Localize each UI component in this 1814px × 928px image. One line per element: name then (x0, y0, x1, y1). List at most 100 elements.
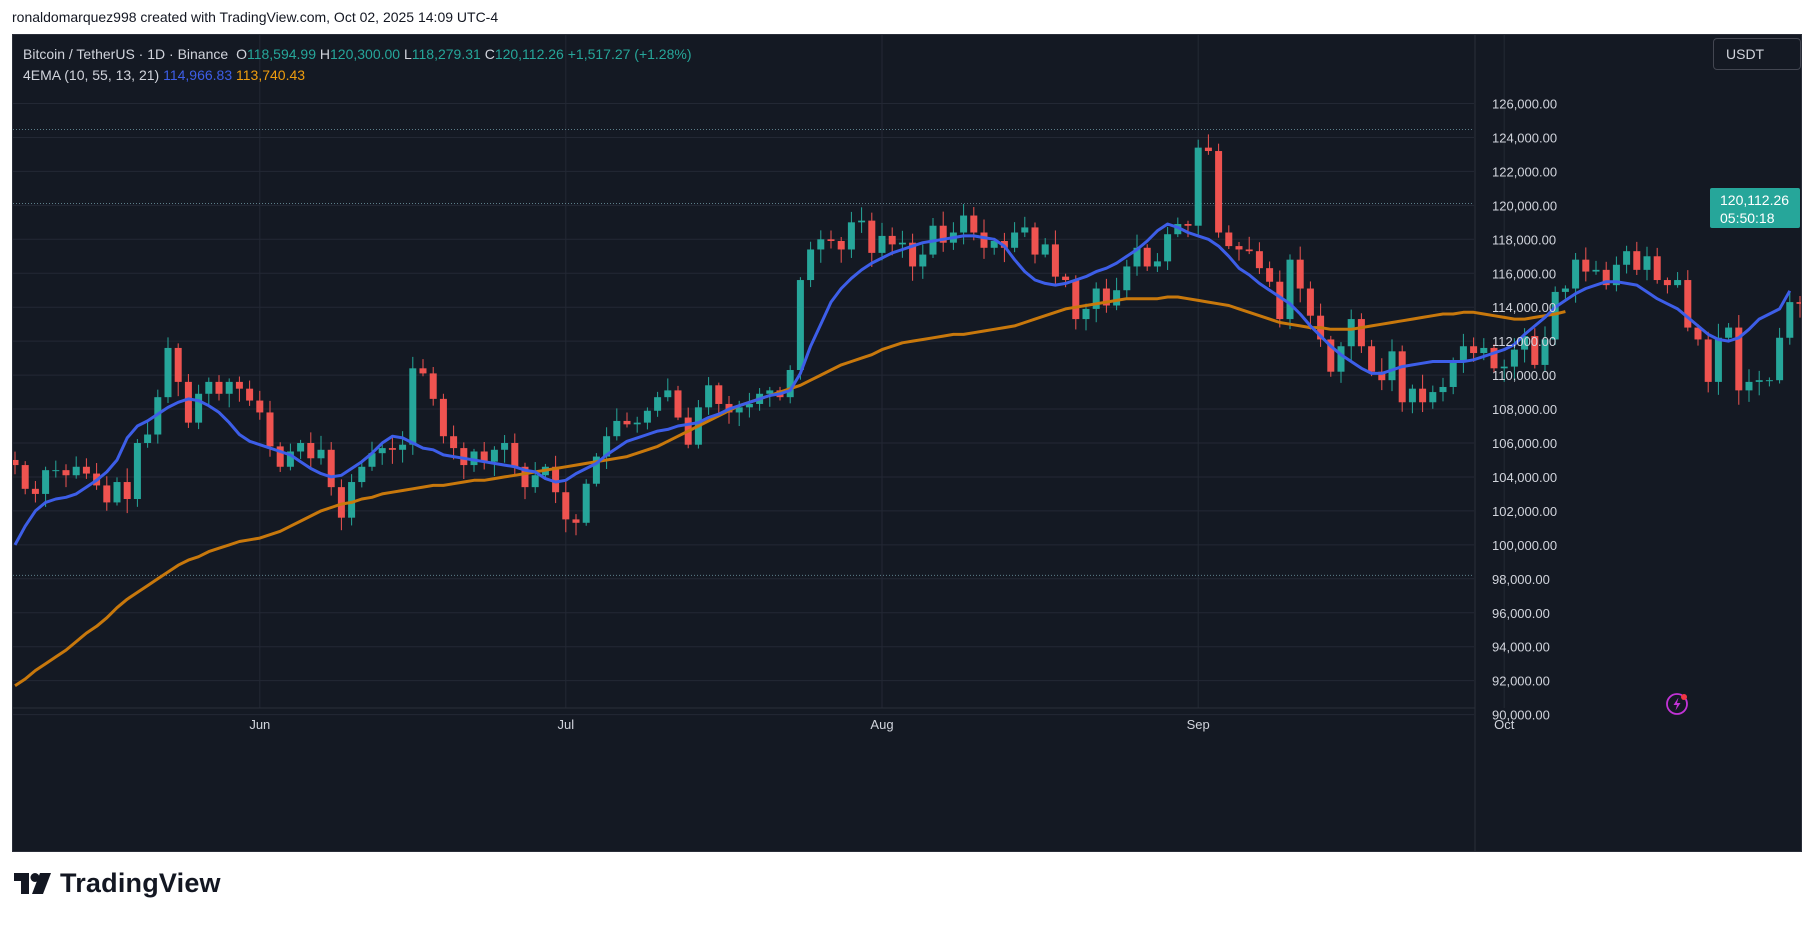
candle-body (103, 485, 111, 503)
candle-body (1694, 327, 1702, 340)
candle-body (1459, 346, 1467, 362)
candle-body (429, 373, 437, 399)
candle-body (1439, 386, 1447, 393)
legend-close-key: C (484, 46, 495, 62)
legend-high-key: H (319, 46, 330, 62)
candle-body (1388, 351, 1396, 381)
candle-body (1031, 227, 1039, 255)
candle-body (317, 449, 325, 459)
legend-indicator: 4EMA (10, 55, 13, 21) 114,966.83 113,740… (23, 67, 305, 83)
candle-body (1480, 347, 1488, 354)
y-tick-label: 116,000.00 (1492, 266, 1556, 281)
candle-body (654, 397, 662, 411)
candle-body (1062, 276, 1070, 281)
legend-open: 118,594.99 (246, 46, 316, 62)
candle-body (1684, 280, 1692, 328)
candle-body (786, 370, 794, 398)
candle-body (807, 249, 815, 281)
candle-body (552, 466, 560, 493)
candle-body (1663, 280, 1671, 286)
candle-body (52, 470, 60, 472)
y-tick-label: 92,000.00 (1492, 674, 1550, 689)
candle-body (1266, 268, 1274, 282)
candle-body (1378, 371, 1386, 381)
candle-body (1510, 349, 1518, 367)
legend-symbol[interactable]: Bitcoin / TetherUS · 1D · Binance (23, 46, 229, 62)
candle-body (1745, 381, 1753, 391)
candle-body (419, 368, 427, 374)
candle-body (1082, 308, 1090, 320)
candle-body (266, 412, 274, 447)
candle-body (297, 443, 305, 452)
chart-panel[interactable]: 126,000.00 124,000.00 122,000.00 120,000.00… (12, 34, 1802, 852)
candle-body (1419, 388, 1427, 403)
attribution-text: ronaldomarquez998 created with TradingVi… (12, 9, 499, 25)
indicator-name[interactable]: 4EMA (10, 55, 13, 21) (23, 67, 160, 83)
tradingview-logo[interactable]: TradingView (14, 868, 221, 899)
candle-body (1072, 280, 1080, 320)
candle-body (1011, 232, 1019, 248)
ema-fast-line (13, 222, 1792, 546)
candle-body (501, 443, 509, 450)
candle-body (1449, 361, 1457, 387)
candle-body (1623, 251, 1631, 265)
legend-close: 120,112.26 (494, 46, 564, 62)
legend-open-key: O (236, 46, 247, 62)
candle-body (939, 225, 947, 243)
candle-body (868, 220, 876, 253)
candle-body (562, 492, 570, 520)
y-tick-label: 110,000.00 (1492, 368, 1556, 383)
currency-button[interactable]: USDT (1713, 38, 1801, 70)
candle-body (1255, 251, 1263, 269)
candle-body (613, 420, 621, 437)
candle-body (1755, 380, 1763, 382)
candle-body (1337, 346, 1345, 372)
candle-body (1572, 259, 1580, 289)
x-axis-labels: Jun Jul Aug Sep Oct (249, 717, 1514, 732)
candle-body (1500, 366, 1508, 369)
candle-body (1786, 302, 1794, 338)
candle-body (327, 449, 335, 488)
legend-change: +1,517.27 (+1.28%) (567, 46, 692, 62)
candle-body (1092, 288, 1100, 309)
candle-body (633, 422, 641, 425)
candle-body (1123, 266, 1131, 291)
candle-body (1643, 256, 1651, 270)
candle-body (388, 448, 396, 450)
candle-body (1725, 327, 1733, 338)
candle-body (286, 451, 294, 467)
lightning-alert-icon[interactable] (1666, 693, 1688, 715)
candle-body (1174, 224, 1182, 235)
candle-body (368, 453, 376, 467)
candle-body (246, 388, 254, 401)
candle-body (827, 239, 835, 241)
candle-body (133, 443, 141, 500)
y-axis-labels: 126,000.00 124,000.00 122,000.00 120,000.00… (1492, 97, 1557, 723)
candle-body (1470, 346, 1478, 354)
candle-body (582, 483, 590, 523)
y-tick-label: 112,000.00 (1492, 334, 1556, 349)
candle-body (705, 385, 713, 408)
candle-body (847, 222, 855, 250)
candle-body (1041, 244, 1049, 255)
candlestick-chart[interactable]: 126,000.00 124,000.00 122,000.00 120,000.00… (13, 35, 1801, 851)
candle-body (1347, 319, 1355, 347)
candle-body (1245, 249, 1253, 252)
tradingview-logo-icon (14, 872, 51, 894)
candle-body (1408, 388, 1416, 403)
candle-body (225, 381, 233, 394)
candle-body (144, 434, 152, 443)
candle-body (919, 254, 927, 267)
candle-body (358, 466, 366, 483)
candle-body (1490, 347, 1498, 369)
candle-body (1541, 339, 1549, 365)
candle-body (21, 465, 29, 489)
candle-body (1143, 247, 1151, 267)
candle-body (1204, 147, 1212, 152)
candle-body (664, 390, 672, 398)
candle-body (1368, 346, 1376, 372)
x-tick-label: Jun (249, 717, 270, 732)
candle-body (307, 443, 315, 459)
legend-low-key: L (403, 46, 412, 62)
candle-body (858, 220, 866, 223)
